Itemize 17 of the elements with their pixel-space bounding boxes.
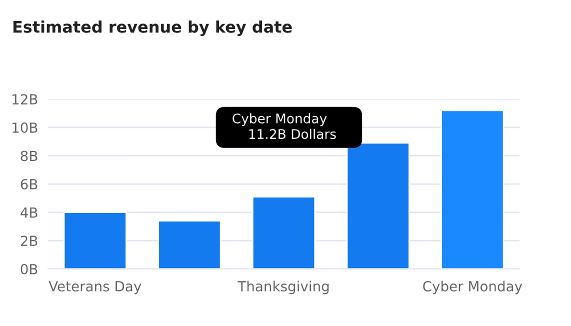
y-tick-label: 6B bbox=[20, 178, 38, 190]
bar bbox=[440, 110, 504, 269]
y-tick-label: 0B bbox=[20, 264, 38, 274]
bar bbox=[158, 220, 222, 269]
y-tick-label: 8B bbox=[20, 150, 38, 162]
y-tick-label: 12B bbox=[12, 94, 38, 104]
bar bbox=[63, 212, 127, 269]
x-tick-label: Thanksgiving bbox=[238, 280, 329, 294]
x-tick-label: Veterans Day bbox=[48, 281, 142, 294]
bar bbox=[346, 142, 410, 269]
annotation: Cyber Monday 11.2B Dollars bbox=[232, 113, 336, 140]
y-tick-label: 4B bbox=[20, 207, 38, 218]
y-tick-label: 10B bbox=[12, 122, 38, 133]
bar bbox=[252, 196, 316, 269]
chart-title: Estimated revenue by key date bbox=[13, 20, 292, 36]
y-tick-label: 2B bbox=[20, 236, 38, 246]
x-tick-label: Cyber Monday bbox=[423, 280, 522, 294]
